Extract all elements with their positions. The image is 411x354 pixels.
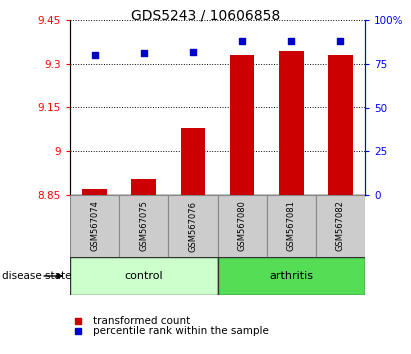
- Bar: [328, 55, 353, 195]
- Text: transformed count: transformed count: [92, 316, 190, 326]
- Bar: [217, 257, 365, 295]
- Point: [91, 52, 98, 58]
- Point: [239, 38, 245, 44]
- Point: [288, 38, 295, 44]
- Text: GDS5243 / 10606858: GDS5243 / 10606858: [131, 9, 280, 23]
- Text: arthritis: arthritis: [269, 271, 313, 281]
- Text: GSM567074: GSM567074: [90, 201, 99, 251]
- Bar: [217, 195, 267, 257]
- Bar: [180, 128, 205, 195]
- Point: [141, 50, 147, 56]
- Bar: [70, 257, 217, 295]
- Bar: [82, 189, 107, 195]
- Text: control: control: [125, 271, 163, 281]
- Text: disease state: disease state: [2, 271, 72, 281]
- Bar: [119, 195, 169, 257]
- Bar: [169, 195, 217, 257]
- Text: GSM567076: GSM567076: [188, 200, 197, 251]
- Bar: [70, 195, 119, 257]
- Bar: [230, 55, 254, 195]
- Point: [337, 38, 344, 44]
- Bar: [267, 195, 316, 257]
- Text: percentile rank within the sample: percentile rank within the sample: [92, 326, 268, 336]
- Text: GSM567082: GSM567082: [336, 201, 345, 251]
- Point: [189, 48, 196, 54]
- Bar: [316, 195, 365, 257]
- Text: GSM567080: GSM567080: [238, 201, 247, 251]
- Text: GSM567081: GSM567081: [287, 201, 296, 251]
- Bar: [132, 179, 156, 195]
- Text: GSM567075: GSM567075: [139, 201, 148, 251]
- Bar: [279, 51, 304, 195]
